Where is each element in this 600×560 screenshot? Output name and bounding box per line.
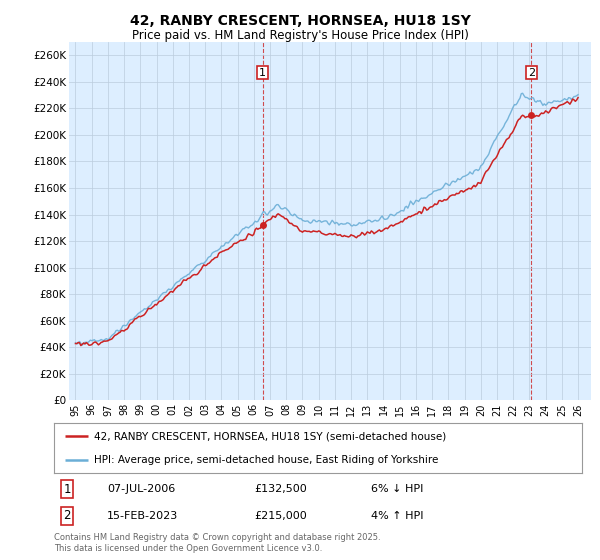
Text: Price paid vs. HM Land Registry's House Price Index (HPI): Price paid vs. HM Land Registry's House …	[131, 29, 469, 42]
Text: £215,000: £215,000	[254, 511, 307, 521]
Text: 1: 1	[259, 68, 266, 77]
Text: 42, RANBY CRESCENT, HORNSEA, HU18 1SY (semi-detached house): 42, RANBY CRESCENT, HORNSEA, HU18 1SY (s…	[94, 431, 446, 441]
Text: HPI: Average price, semi-detached house, East Riding of Yorkshire: HPI: Average price, semi-detached house,…	[94, 455, 438, 465]
Text: 1: 1	[64, 483, 71, 496]
Text: 6% ↓ HPI: 6% ↓ HPI	[371, 484, 423, 494]
Text: 07-JUL-2006: 07-JUL-2006	[107, 484, 175, 494]
Text: Contains HM Land Registry data © Crown copyright and database right 2025.
This d: Contains HM Land Registry data © Crown c…	[54, 533, 380, 553]
Text: 42, RANBY CRESCENT, HORNSEA, HU18 1SY: 42, RANBY CRESCENT, HORNSEA, HU18 1SY	[130, 14, 470, 28]
Text: 2: 2	[64, 510, 71, 522]
Text: 2: 2	[528, 68, 535, 77]
Text: 15-FEB-2023: 15-FEB-2023	[107, 511, 178, 521]
Text: £132,500: £132,500	[254, 484, 307, 494]
Text: 4% ↑ HPI: 4% ↑ HPI	[371, 511, 424, 521]
